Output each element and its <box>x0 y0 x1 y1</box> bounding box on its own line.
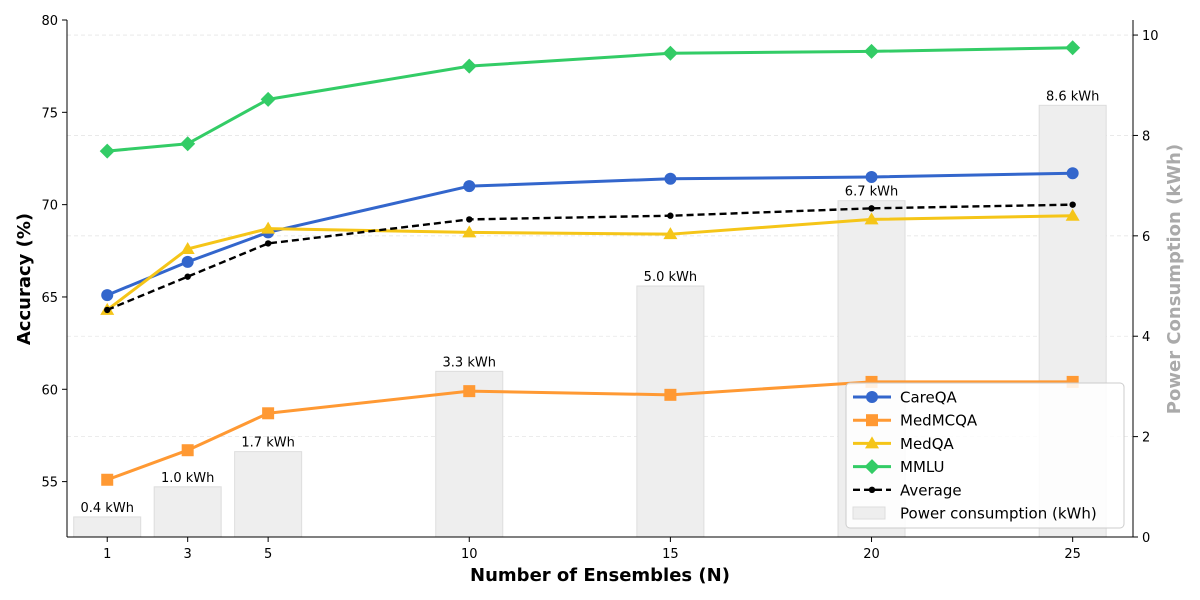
careqa-point <box>1066 167 1079 180</box>
axes: 1 3 5 10 15 20 25 55 60 65 70 75 80 0 2 4 6 8 10 <box>41 14 1158 562</box>
average-line <box>106 203 1073 311</box>
bar-value-label: 8.6 kWh <box>1046 89 1099 104</box>
mmlu-point <box>180 136 196 152</box>
y2-axis-label: Power Consumption (kWh) <box>1164 144 1185 414</box>
x-axis-label: Number of Ensembles (N) <box>470 565 730 586</box>
y2-tick-label: 6 <box>1142 230 1150 245</box>
x-tick-label: 3 <box>184 547 192 562</box>
y-tick-label: 55 <box>41 476 58 491</box>
x-tick-label: 5 <box>264 547 272 562</box>
average-point <box>466 216 473 223</box>
medmcqa-point <box>262 407 275 420</box>
medqa-point <box>462 225 477 238</box>
mmlu-point <box>1065 40 1081 56</box>
series-lines <box>99 40 1081 486</box>
careqa-point <box>101 289 114 302</box>
legend-medmcqa-label: MedMCQA <box>900 412 978 430</box>
x-tick-label: 1 <box>103 547 111 562</box>
y2-tick-label: 0 <box>1142 531 1150 546</box>
medqa-point <box>180 241 195 254</box>
bar-value-label: 1.7 kWh <box>241 436 294 451</box>
x-tick-label: 25 <box>1064 547 1081 562</box>
average-point <box>667 212 674 219</box>
y2-tick-label: 8 <box>1142 129 1150 144</box>
bar-value-label: 6.7 kWh <box>845 185 898 200</box>
mmlu-point <box>99 143 115 159</box>
medmcqa-point <box>463 385 476 398</box>
legend-medqa-marker <box>865 436 879 449</box>
legend: CareQA MedMCQA MedQA MMLU Average Power consu… <box>845 382 1125 529</box>
x-tick-label: 20 <box>863 547 880 562</box>
careqa-point <box>463 180 476 193</box>
power-bar <box>234 451 303 538</box>
medmcqa-point <box>664 388 677 401</box>
mmlu-point <box>461 58 477 74</box>
bar-value-label: 5.0 kWh <box>644 270 697 285</box>
legend-power-swatch <box>852 506 886 520</box>
medmcqa-point <box>101 473 114 486</box>
medqa-point <box>663 227 678 240</box>
average-point <box>1069 201 1076 208</box>
legend-mmlu-label: MMLU <box>900 458 944 476</box>
average-point <box>868 205 875 212</box>
power-bar <box>435 370 504 538</box>
x-tick-label: 15 <box>662 547 679 562</box>
y-tick-label: 60 <box>41 383 58 398</box>
legend-box <box>845 382 1125 529</box>
power-bar <box>153 486 222 538</box>
average-point <box>104 306 111 314</box>
bar-value-label: 0.4 kWh <box>81 501 134 516</box>
y2-tick-label: 2 <box>1142 431 1150 446</box>
legend-average-label: Average <box>900 481 962 499</box>
legend-mmlu-marker <box>864 459 880 475</box>
careqa-point <box>664 172 677 185</box>
power-bar <box>73 516 142 538</box>
power-bar <box>636 285 705 538</box>
mmlu-point <box>260 91 276 107</box>
y-tick-label: 75 <box>41 106 58 121</box>
y2-tick-label: 4 <box>1142 330 1150 345</box>
medmcqa-point <box>181 444 194 457</box>
medqa-point <box>261 221 276 234</box>
average-point <box>264 240 272 247</box>
legend-medmcqa-marker <box>866 414 878 427</box>
legend-medqa-label: MedQA <box>900 435 954 453</box>
bar-value-label: 1.0 kWh <box>161 471 214 486</box>
careqa-point <box>865 170 878 183</box>
medqa-point <box>1065 208 1080 221</box>
y2-tick-label: 10 <box>1142 29 1159 44</box>
y-tick-label: 65 <box>41 291 58 306</box>
y-tick-label: 70 <box>41 199 58 214</box>
y-tick-label: 80 <box>41 14 58 29</box>
legend-careqa-label: CareQA <box>900 389 958 407</box>
mmlu-point <box>864 43 880 59</box>
y-axis-label: Accuracy (%) <box>14 213 35 345</box>
careqa-point <box>181 255 194 268</box>
legend-careqa-marker <box>866 391 878 403</box>
legend-power-label: Power consumption (kWh) <box>900 505 1097 523</box>
mmlu-point <box>662 45 678 61</box>
x-tick-label: 10 <box>461 547 478 562</box>
medqa-line <box>106 214 1073 312</box>
bar-value-label: 3.3 kWh <box>443 355 496 370</box>
medqa-point <box>864 212 879 225</box>
legend-average-marker <box>868 486 876 493</box>
average-point <box>184 273 191 280</box>
